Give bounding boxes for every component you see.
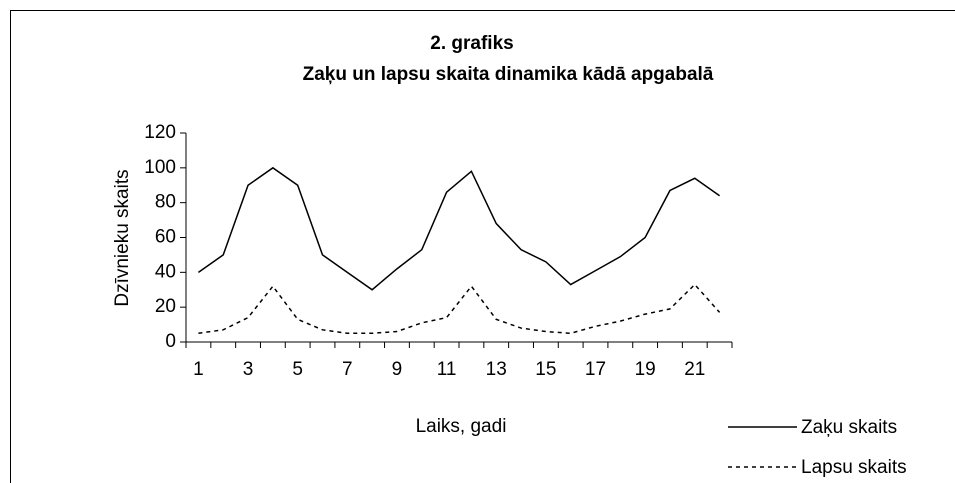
chart-frame bbox=[10, 10, 955, 483]
y-tick-label: 80 bbox=[155, 192, 176, 213]
x-axis-label: Laiks, gadi bbox=[416, 416, 507, 437]
y-tick-label: 100 bbox=[144, 157, 176, 178]
x-tick-label: 7 bbox=[342, 359, 353, 380]
x-tick-label: 21 bbox=[684, 359, 705, 380]
x-tick-label: 15 bbox=[535, 359, 556, 380]
x-tick-label: 11 bbox=[437, 359, 457, 380]
chart-subtitle: Zaķu un lapsu skaita dinamika kādā apgab… bbox=[303, 64, 714, 85]
y-tick-label: 60 bbox=[155, 227, 176, 248]
y-tick-label: 40 bbox=[155, 261, 176, 282]
chart-title: 2. grafiks bbox=[430, 33, 513, 54]
x-tick-label: 3 bbox=[243, 359, 254, 380]
y-tick-label: 0 bbox=[165, 331, 176, 352]
y-tick-label: 20 bbox=[155, 296, 176, 317]
x-tick-label: 5 bbox=[292, 359, 303, 380]
legend-label: Zaķu skaits bbox=[801, 417, 897, 438]
x-tick-label: 1 bbox=[193, 359, 204, 380]
data-line bbox=[197, 166, 721, 291]
y-tick-label: 120 bbox=[144, 122, 176, 143]
data-line bbox=[198, 283, 721, 335]
x-tick-label: 13 bbox=[486, 359, 507, 380]
x-tick-label: 9 bbox=[392, 359, 403, 380]
x-tick-label: 17 bbox=[585, 359, 606, 380]
x-tick-label: 19 bbox=[635, 359, 656, 380]
legend-label: Lapsu skaits bbox=[801, 457, 907, 478]
y-axis-label: Dzīvnieku skaits bbox=[112, 169, 133, 306]
